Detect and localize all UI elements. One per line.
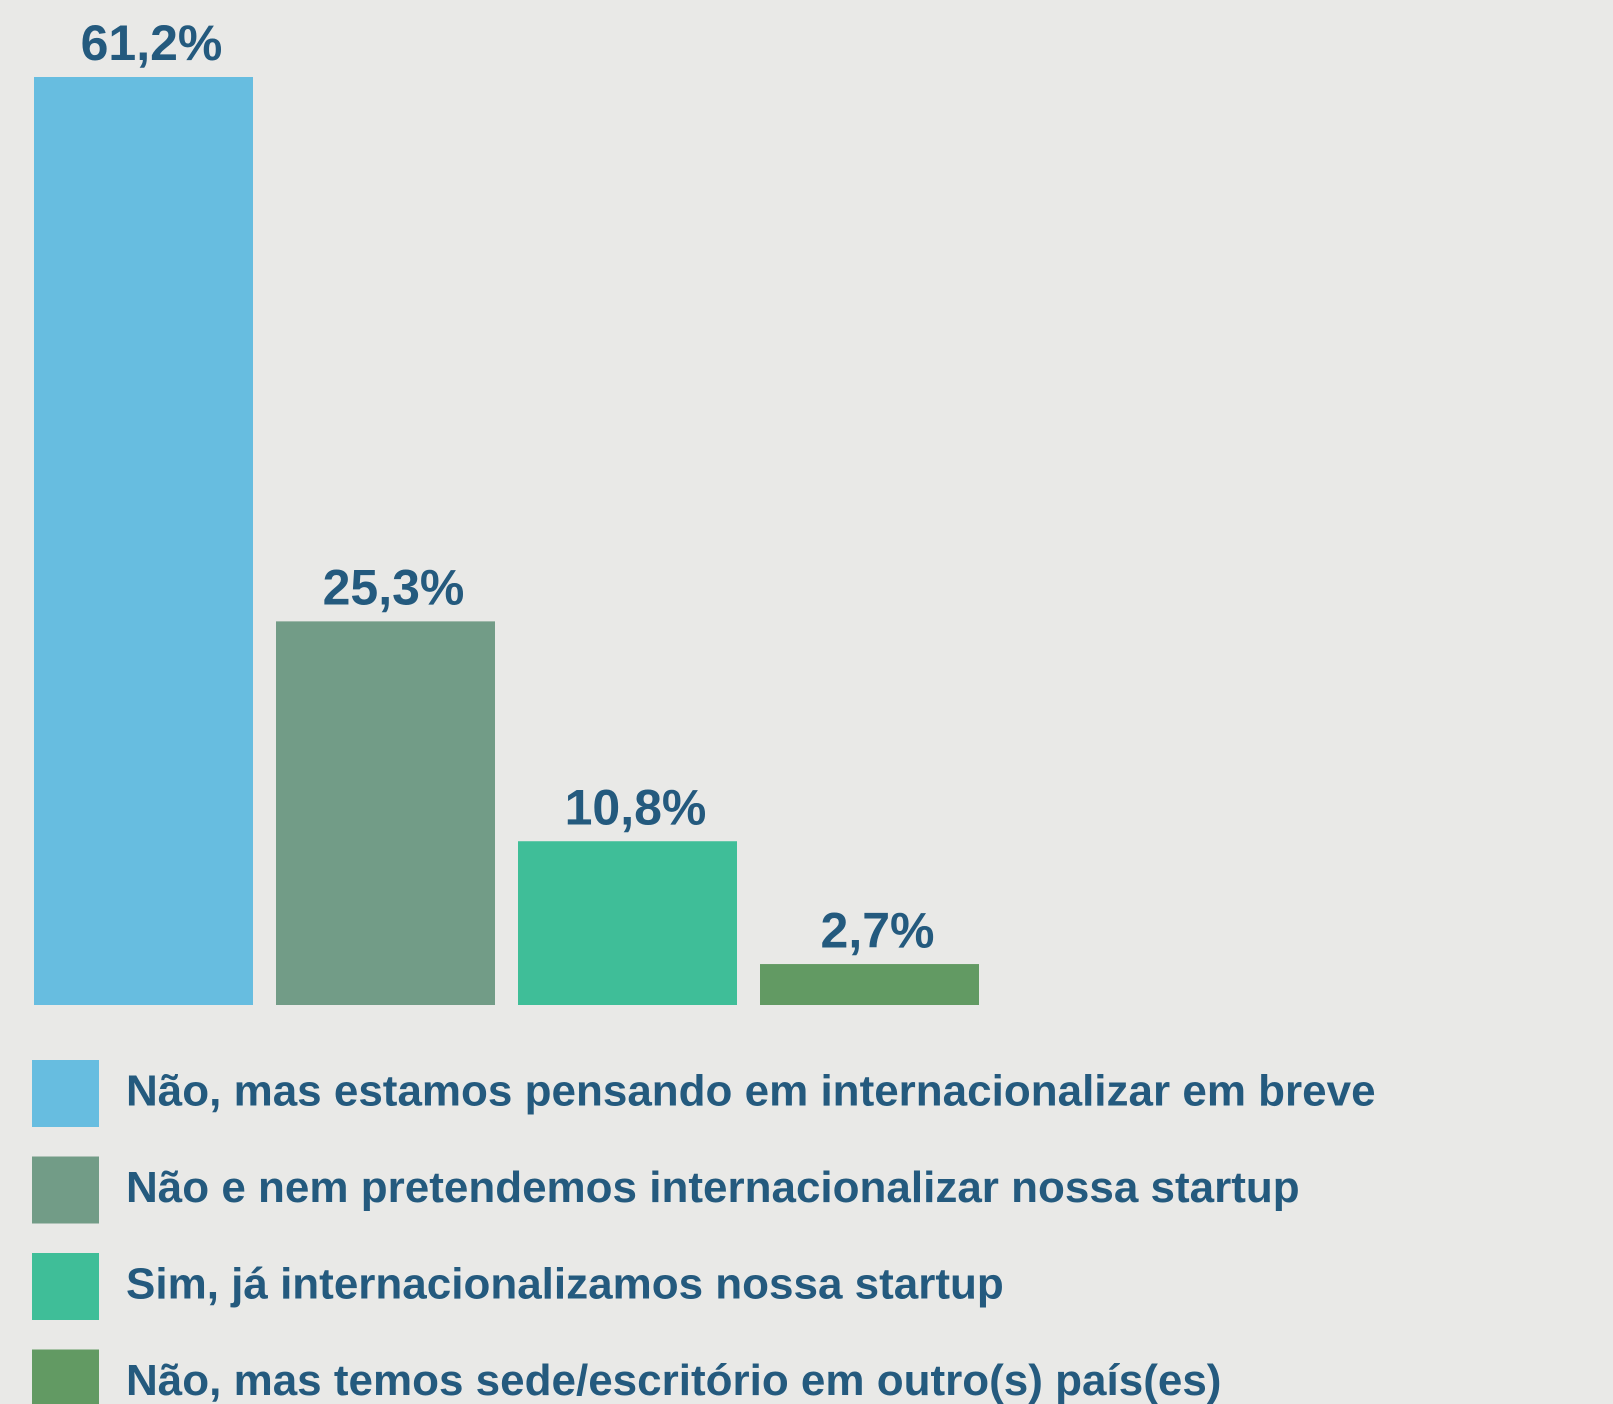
bar [518,841,737,1005]
legend-label: Não, mas estamos pensando em internacion… [126,1067,1376,1116]
legend-label: Sim, já internacionalizamos nossa startu… [126,1260,1004,1309]
legend-label: Não, mas temos sede/escritório em outro(… [126,1356,1221,1404]
legend-label: Não e nem pretendemos internacionalizar … [126,1163,1300,1212]
legend-swatch [32,1156,99,1224]
value-label: 61,2% [81,15,223,71]
value-label: 25,3% [323,560,465,616]
legend-swatch [32,1349,99,1404]
legend-swatch [32,1253,99,1320]
bar [276,621,495,1005]
value-label: 2,7% [821,902,935,958]
bar [760,964,979,1005]
legend-swatch [32,1060,99,1127]
value-label: 10,8% [565,779,707,835]
bar [34,77,253,1005]
